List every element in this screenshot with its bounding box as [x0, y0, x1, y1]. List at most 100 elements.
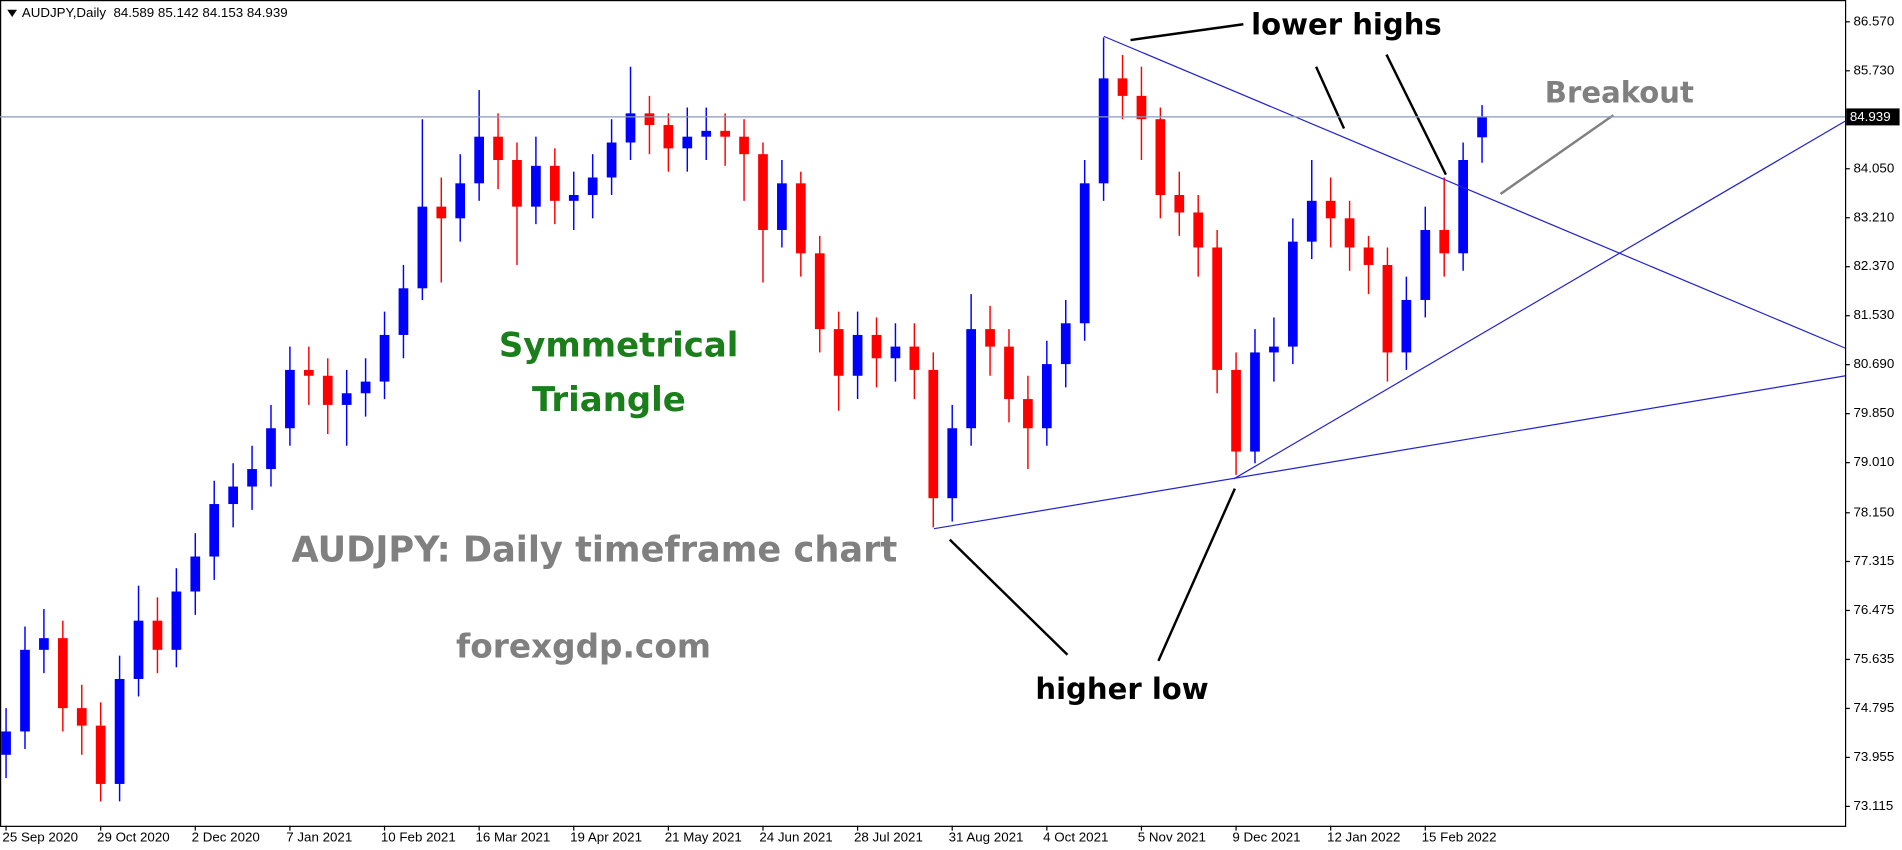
y-tick-label: 75.635 — [1853, 651, 1894, 666]
candle-body — [209, 504, 220, 557]
candle-body — [247, 469, 257, 487]
annotation: Symmetrical — [499, 325, 739, 365]
x-tick-label: 31 Aug 2021 — [949, 829, 1024, 844]
candle-body — [360, 381, 371, 394]
candle-body — [285, 369, 295, 429]
candle-body — [341, 393, 352, 405]
candle-body — [190, 556, 201, 592]
candle-body — [777, 183, 787, 230]
candle-body — [682, 136, 693, 149]
annotation: forexgdp.com — [456, 628, 711, 666]
candle-body — [1174, 194, 1185, 213]
candle-body — [625, 113, 636, 143]
candle-body — [814, 253, 825, 330]
candle-body — [852, 334, 863, 376]
candle-body — [1420, 229, 1431, 300]
chart-title: AUDJPY,Daily 84.589 85.142 84.153 84.939 — [22, 5, 288, 20]
arrow — [1499, 114, 1614, 196]
candle-body — [871, 334, 882, 359]
candle-body — [493, 136, 503, 161]
annotation: Breakout — [1545, 76, 1694, 110]
candle-body — [1344, 218, 1355, 248]
arrow — [1315, 66, 1346, 130]
candle-body — [795, 183, 806, 254]
candle-body — [1306, 200, 1317, 242]
x-tick-label: 15 Feb 2022 — [1422, 829, 1497, 844]
candle-body — [663, 125, 674, 149]
price-label: 84.939 — [1850, 109, 1891, 124]
x-tick-label: 19 Apr 2021 — [570, 829, 642, 844]
candle-body — [1193, 212, 1204, 248]
y-tick-label: 81.530 — [1853, 307, 1894, 322]
upper-trendline — [1103, 35, 1846, 349]
candle-body — [1439, 229, 1450, 254]
arrow — [1385, 54, 1447, 176]
candle-body — [1079, 183, 1090, 324]
x-tick-label: 10 Feb 2021 — [381, 829, 456, 844]
y-tick-label: 78.150 — [1853, 504, 1894, 519]
y-tick-label: 77.315 — [1853, 553, 1894, 568]
candle-body — [266, 428, 276, 470]
candle-body — [322, 375, 333, 405]
candle-body — [1382, 264, 1393, 353]
candle-body — [436, 206, 447, 219]
candle-body — [1325, 200, 1336, 219]
x-tick-label: 28 Jul 2021 — [854, 829, 923, 844]
candle-body — [1098, 78, 1109, 184]
y-tick-label: 80.690 — [1853, 356, 1894, 371]
candle-body — [985, 329, 995, 347]
candle-body — [1155, 119, 1166, 195]
candle-body — [114, 678, 125, 784]
x-tick-label: 9 Dec 2021 — [1232, 829, 1300, 844]
y-tick-label: 86.570 — [1853, 13, 1894, 28]
candle-body — [1250, 352, 1260, 452]
y-tick-label: 74.795 — [1853, 700, 1894, 715]
candle-body — [398, 288, 409, 335]
candle-body — [1231, 369, 1241, 452]
candle-body — [303, 369, 314, 376]
candle-body — [1004, 346, 1014, 400]
annotation: higher low — [1035, 672, 1208, 706]
candle-body — [1363, 247, 1374, 265]
candle-body — [133, 620, 144, 679]
x-tick-label: 24 Jun 2021 — [759, 829, 832, 844]
x-tick-label: 7 Jan 2021 — [286, 829, 352, 844]
candles — [1, 37, 1487, 802]
candle-body — [928, 369, 939, 499]
candle-body — [606, 142, 617, 178]
candle-body — [890, 346, 901, 359]
candle-body — [1060, 323, 1071, 365]
candle-body — [947, 428, 958, 499]
candle-body — [228, 486, 238, 505]
x-tick-label: 2 Dec 2020 — [192, 829, 260, 844]
candle-body — [549, 165, 560, 201]
candle-body — [57, 638, 68, 709]
annotation: Triangle — [532, 380, 686, 420]
y-tick-label: 85.730 — [1853, 62, 1894, 77]
arrows — [948, 23, 1614, 662]
candle-body — [512, 160, 522, 207]
candle-body — [1401, 299, 1412, 353]
y-tick-label: 73.115 — [1853, 798, 1893, 813]
arrow — [948, 538, 1069, 656]
candle-body — [474, 136, 484, 184]
y-tick-label: 82.370 — [1853, 258, 1894, 273]
candle-body — [966, 329, 976, 429]
candle-body — [20, 649, 30, 732]
support-trendline — [1233, 120, 1846, 480]
candle-body — [644, 113, 655, 126]
candle-body — [1212, 247, 1222, 370]
plot-frame — [0, 0, 1847, 827]
candle-body — [1136, 95, 1147, 120]
candle-body — [171, 591, 182, 650]
y-tick-label: 83.210 — [1853, 209, 1894, 224]
annotation: AUDJPY: Daily timeframe chart — [291, 530, 897, 571]
candle-body — [1287, 241, 1298, 347]
candle-body — [720, 130, 730, 137]
price-label-box — [1846, 108, 1900, 126]
candle-body — [1023, 399, 1033, 429]
candle-body — [833, 329, 844, 376]
candle-body — [1477, 116, 1487, 138]
candle-body — [531, 165, 541, 207]
